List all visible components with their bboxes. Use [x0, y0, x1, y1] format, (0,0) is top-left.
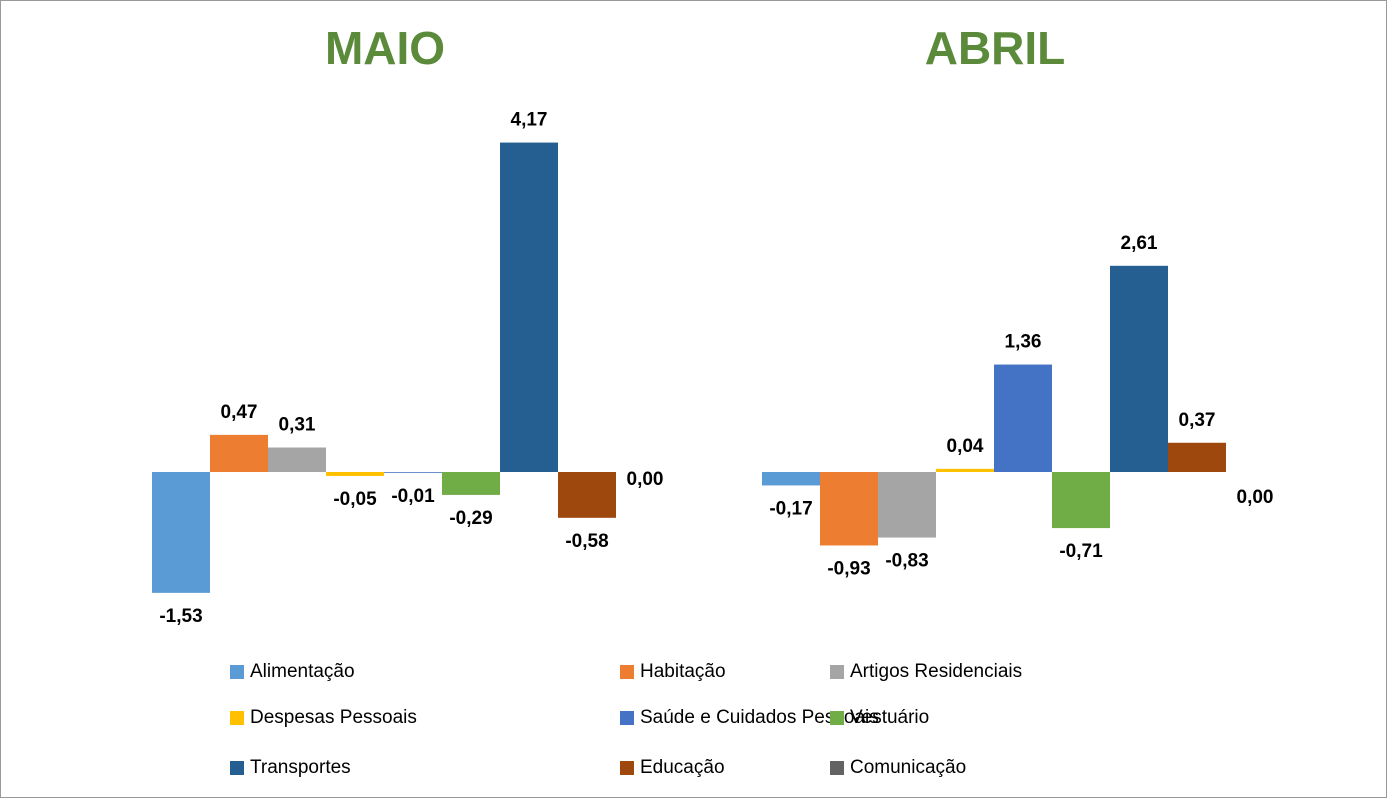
value-label: -1,53 [159, 606, 202, 627]
bar [820, 472, 878, 546]
value-label: -0,05 [333, 489, 377, 510]
value-label: -0,83 [885, 551, 928, 572]
legend-label: Artigos Residenciais [850, 661, 1022, 682]
legend-swatch [620, 665, 634, 679]
legend-label: Educação [640, 757, 725, 778]
bar [442, 472, 500, 495]
bar [878, 472, 936, 538]
value-label: 0,31 [279, 415, 316, 436]
value-label: -0,29 [449, 508, 492, 529]
bar [936, 468, 994, 472]
legend-label: Habitação [640, 661, 726, 682]
legend-swatch [230, 665, 244, 679]
legend-label: Despesas Pessoais [250, 707, 417, 728]
group-title: MAIO [325, 22, 445, 74]
bar [210, 434, 268, 472]
legend-label: Alimentação [250, 661, 355, 682]
bar [384, 472, 442, 473]
bar [762, 472, 820, 486]
value-label: 4,17 [511, 110, 548, 131]
value-label: -0,58 [565, 531, 608, 552]
value-label: -0,93 [827, 558, 870, 579]
bar [1052, 472, 1110, 529]
value-label: 0,00 [1237, 487, 1274, 508]
value-label: 1,36 [1005, 332, 1042, 353]
legend-swatch [620, 761, 634, 775]
bar [1168, 442, 1226, 472]
value-label: 0,47 [221, 402, 258, 423]
bar [1110, 265, 1168, 472]
value-label: 0,00 [627, 469, 664, 490]
bar [994, 364, 1052, 472]
group-title: ABRIL [925, 22, 1066, 74]
value-label: 2,61 [1121, 233, 1158, 254]
value-label: -0,01 [391, 486, 435, 507]
value-label: 0,37 [1179, 410, 1216, 431]
legend-label: Vestuário [850, 707, 929, 728]
legend-swatch [620, 711, 634, 725]
value-label: -0,17 [769, 498, 812, 519]
legend-swatch [830, 665, 844, 679]
legend-label: Transportes [250, 757, 351, 778]
bar [326, 472, 384, 476]
bar [558, 472, 616, 518]
bar [268, 447, 326, 472]
legend-swatch [230, 761, 244, 775]
bar [500, 142, 558, 472]
legend-swatch [830, 711, 844, 725]
bar [152, 472, 210, 593]
value-label: 0,04 [947, 436, 984, 457]
legend-swatch [830, 761, 844, 775]
value-label: -0,71 [1059, 541, 1103, 562]
legend-swatch [230, 711, 244, 725]
legend-label: Comunicação [850, 757, 966, 778]
legend-label: Saúde e Cuidados Pessoais [640, 707, 879, 728]
